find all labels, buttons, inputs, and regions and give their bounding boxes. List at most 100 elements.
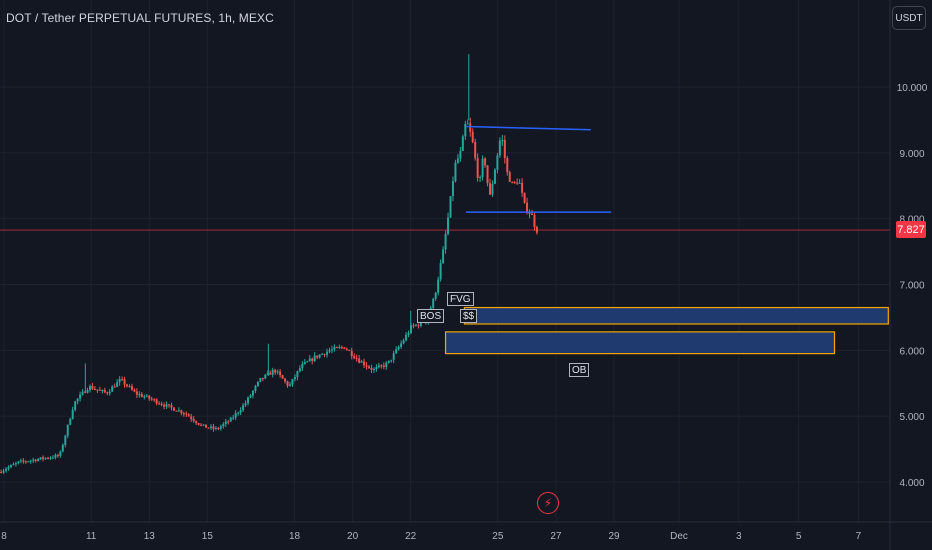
candle-body <box>439 263 442 280</box>
candle-body <box>442 249 445 264</box>
candle-body <box>434 292 437 299</box>
candle-body <box>130 386 133 390</box>
candle-body <box>153 399 156 401</box>
candle-body <box>274 369 277 373</box>
candle-body <box>466 123 469 125</box>
candle-body <box>387 360 390 363</box>
candle-body <box>469 123 472 132</box>
candle-body <box>343 347 346 349</box>
candle-body <box>328 350 331 352</box>
candle-body <box>279 371 282 376</box>
candle-body <box>170 405 173 408</box>
candle-body <box>66 424 69 436</box>
candle-body <box>5 469 8 471</box>
candle-body <box>2 470 5 473</box>
candle-body <box>456 158 459 163</box>
candle-body <box>98 389 101 391</box>
candle-body <box>150 398 153 400</box>
candle-body <box>44 457 47 459</box>
candle-body <box>14 463 17 465</box>
candle-body <box>37 459 40 462</box>
candle-body <box>335 347 338 349</box>
time-tick-label: 29 <box>608 531 620 542</box>
currency-button[interactable]: USDT <box>892 6 926 30</box>
candle-body <box>368 366 371 368</box>
candle-body <box>234 413 237 418</box>
candle-body <box>372 369 375 371</box>
candle-body <box>402 340 405 344</box>
candle-body <box>242 405 245 411</box>
candle-body <box>437 279 440 293</box>
candle-body <box>298 368 301 372</box>
candle-body <box>311 358 314 361</box>
price-tick-label: 4.000 <box>899 478 924 489</box>
candle-body <box>116 382 119 388</box>
candle-body <box>12 464 15 466</box>
candle-body <box>318 354 321 358</box>
candle-body <box>308 358 311 362</box>
time-axis[interactable]: 8 11 13 15 18 20 22 25 27 29 Dec 3 5 7 <box>0 521 932 542</box>
price-axis[interactable]: 10.000 9.000 8.000 7.000 6.000 5.000 4.000 <box>889 0 928 550</box>
lightning-icon[interactable]: ⚡ <box>537 492 559 514</box>
candle-body <box>493 169 496 184</box>
candle-body <box>360 361 363 363</box>
candle-body <box>414 324 417 326</box>
candle-body <box>56 455 59 457</box>
candle-body <box>526 202 529 213</box>
resistance-line <box>465 125 591 131</box>
time-tick-label: 13 <box>144 531 156 542</box>
candle-body <box>111 386 114 392</box>
candle-body <box>143 396 146 398</box>
candle-body <box>93 389 96 391</box>
time-tick-label: 18 <box>289 531 301 542</box>
candle-body <box>17 461 20 464</box>
candle-body <box>217 428 220 430</box>
candle-body <box>481 158 484 178</box>
candle-body <box>249 395 252 398</box>
candle-body <box>471 131 474 143</box>
last-price-label: 7.827 <box>896 221 926 238</box>
candle-body <box>113 386 116 388</box>
candle-body <box>523 192 526 203</box>
price-tick-label: 5.000 <box>899 412 924 423</box>
time-tick-label: Dec <box>670 531 688 542</box>
candle-body <box>533 215 536 228</box>
candle-body <box>205 424 208 428</box>
candle-body <box>76 398 79 402</box>
candle-body <box>106 392 109 394</box>
candle-body <box>254 385 257 391</box>
price-tick-label: 10.000 <box>897 83 928 94</box>
candle-body <box>284 378 287 382</box>
candle-body <box>256 381 259 386</box>
candle-body <box>479 177 482 179</box>
candle-body <box>449 196 452 218</box>
candle-body <box>405 334 408 341</box>
candle-body <box>118 379 121 383</box>
candle-body <box>489 183 492 195</box>
time-tick-label: 8 <box>1 531 7 542</box>
candles <box>0 54 538 474</box>
candle-body <box>232 417 235 419</box>
candle-body <box>163 404 166 407</box>
candle-body <box>530 213 533 216</box>
candle-body <box>316 355 319 358</box>
candle-body <box>511 181 514 183</box>
candle-body <box>69 418 72 425</box>
candle-body <box>496 155 499 170</box>
candle-body <box>155 399 158 404</box>
candle-body <box>264 374 267 379</box>
time-tick-label: 27 <box>550 531 562 542</box>
fvg-zone <box>463 306 889 325</box>
candle-body <box>165 404 168 407</box>
time-tick-label: 5 <box>796 531 802 542</box>
candle-body <box>64 435 67 445</box>
candle-body <box>101 389 104 391</box>
candle-body <box>197 423 200 425</box>
candle-body <box>266 372 269 375</box>
candle-body <box>103 389 106 393</box>
liquidity-label: $$ <box>460 309 478 323</box>
candle-body <box>382 365 385 367</box>
candle-body <box>281 375 284 379</box>
candle-body <box>133 389 136 392</box>
